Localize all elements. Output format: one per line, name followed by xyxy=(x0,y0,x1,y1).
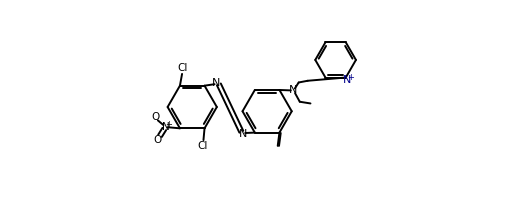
Text: +: + xyxy=(166,120,173,129)
Text: N: N xyxy=(162,122,169,132)
Text: O: O xyxy=(153,135,162,145)
Text: N: N xyxy=(212,78,220,88)
Text: +: + xyxy=(347,73,354,82)
Text: Cl: Cl xyxy=(178,63,188,73)
Text: Cl: Cl xyxy=(197,141,208,151)
Text: N: N xyxy=(289,85,298,95)
Text: N: N xyxy=(343,75,351,85)
Text: N: N xyxy=(239,129,248,139)
Text: O: O xyxy=(151,112,160,122)
